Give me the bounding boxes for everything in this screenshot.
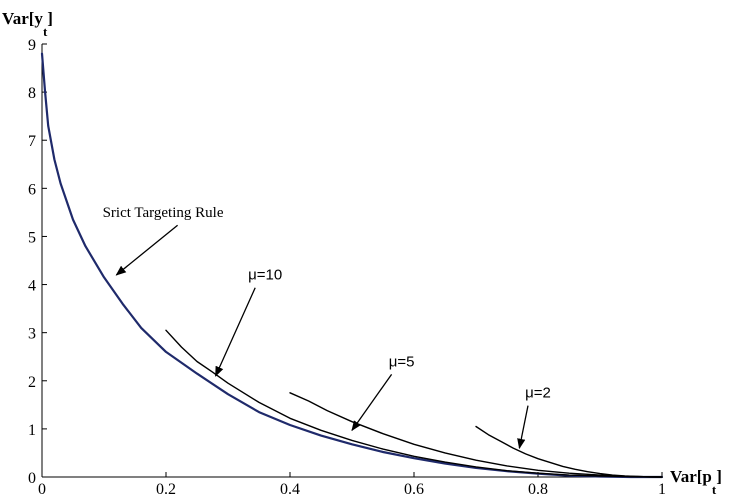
x-axis-title-sub: t xyxy=(712,482,717,497)
annotation-arrow-2 xyxy=(351,373,393,432)
annotation-label-1: μ=10 xyxy=(248,267,282,284)
x-axis-title-main: Var[p xyxy=(670,467,712,486)
curves xyxy=(40,52,664,479)
series-line-3 xyxy=(475,425,663,478)
y-axis-title-close: ] xyxy=(47,9,53,28)
annotation-label-3: μ=2 xyxy=(525,385,551,402)
annotation-arrow-1 xyxy=(215,287,256,377)
y-tick-label-4: 4 xyxy=(28,278,36,295)
series-line-1 xyxy=(165,329,663,478)
y-axis-title: Var[yt] xyxy=(2,9,53,39)
x-tick-label-1: 0.2 xyxy=(156,481,176,498)
annotation-arrow-0 xyxy=(115,224,179,276)
x-tick-label-3: 0.6 xyxy=(404,481,424,498)
x-tick-label-4: 0.8 xyxy=(528,481,548,498)
y-tick-label-8: 8 xyxy=(28,85,36,102)
axes xyxy=(41,44,662,478)
y-tick-label-9: 9 xyxy=(28,37,36,54)
annotations: Srict Targeting Rule μ=10 μ=5 μ=2 xyxy=(103,205,551,450)
y-tick-label-7: 7 xyxy=(28,133,36,150)
y-axis-title-main: Var[y xyxy=(2,9,43,28)
series-line-2 xyxy=(289,392,663,478)
x-tick-label-5: 1 xyxy=(658,481,666,498)
series-line-0 xyxy=(40,52,664,479)
y-axis-title-sub: t xyxy=(43,24,48,39)
x-axis-title: Var[pt] xyxy=(670,467,722,497)
y-tick-label-2: 2 xyxy=(28,374,36,391)
y-tick-label-5: 5 xyxy=(28,229,36,246)
y-tick-label-1: 1 xyxy=(28,422,36,439)
x-axis-title-close: ] xyxy=(716,467,722,486)
annotation-arrow-3 xyxy=(517,405,529,450)
x-tick-label-2: 0.4 xyxy=(280,481,300,498)
annotation-label-0: Srict Targeting Rule xyxy=(103,205,224,221)
y-tick-label-0: 0 xyxy=(28,470,36,487)
x-tick-label-0: 0 xyxy=(38,481,46,498)
y-tick-label-3: 3 xyxy=(28,326,36,343)
y-tick-label-6: 6 xyxy=(28,181,36,198)
annotation-label-2: μ=5 xyxy=(389,353,415,370)
ticks: 0 1 2 3 4 5 6 7 8 9 0 0.2 0.4 0.6 0.8 1 xyxy=(28,37,666,498)
